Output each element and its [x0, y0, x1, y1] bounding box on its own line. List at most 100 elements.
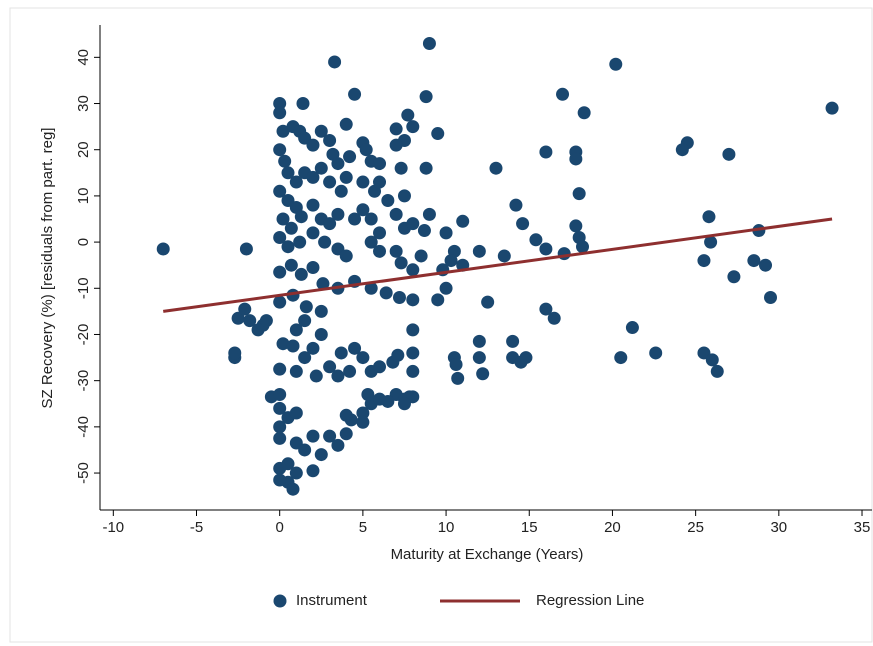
- scatter-point: [406, 346, 420, 360]
- scatter-point: [456, 214, 470, 228]
- scatter-point: [439, 281, 453, 295]
- scatter-point: [364, 212, 378, 226]
- scatter-point: [296, 97, 310, 111]
- scatter-point: [481, 295, 495, 309]
- scatter-point: [710, 364, 724, 378]
- scatter-point: [281, 457, 295, 471]
- scatter-point: [406, 263, 420, 277]
- scatter-point: [576, 240, 589, 254]
- x-tick-label: 20: [604, 519, 621, 536]
- scatter-point: [419, 161, 433, 175]
- x-tick-label: 25: [687, 519, 704, 536]
- scatter-point: [243, 314, 257, 328]
- scatter-point: [497, 249, 511, 263]
- scatter-point: [373, 360, 387, 374]
- scatter-point: [298, 314, 312, 328]
- scatter-point: [286, 339, 300, 353]
- scatter-point: [704, 235, 718, 249]
- scatter-point: [294, 267, 308, 281]
- scatter-point: [348, 87, 362, 101]
- scatter-point: [323, 133, 337, 147]
- scatter-point: [516, 217, 530, 231]
- scatter-point: [334, 184, 348, 198]
- scatter-point: [331, 369, 345, 383]
- scatter-point: [306, 138, 320, 152]
- scatter-point: [759, 258, 773, 272]
- scatter-point: [314, 327, 328, 341]
- scatter-point: [539, 145, 553, 159]
- scatter-point: [577, 106, 591, 120]
- scatter-point: [406, 217, 420, 231]
- scatter-point: [431, 127, 445, 141]
- scatter-point: [406, 323, 420, 337]
- scatter-point: [343, 364, 357, 378]
- scatter-point: [314, 304, 328, 318]
- y-axis-label: SZ Recovery (%) [residuals from part. re…: [39, 128, 56, 409]
- scatter-point: [406, 293, 420, 307]
- scatter-point: [569, 219, 583, 233]
- scatter-point: [334, 346, 348, 360]
- scatter-point: [476, 367, 490, 381]
- scatter-point: [289, 364, 303, 378]
- scatter-point: [519, 351, 533, 365]
- scatter-point: [273, 106, 287, 120]
- scatter-point: [339, 249, 353, 263]
- scatter-point: [394, 161, 408, 175]
- scatter-point: [431, 293, 445, 307]
- legend-marker: [273, 594, 287, 608]
- scatter-point: [276, 124, 290, 138]
- scatter-point: [284, 221, 298, 235]
- scatter-point: [286, 482, 300, 496]
- scatter-point: [339, 117, 353, 131]
- legend-label: Regression Line: [536, 592, 644, 609]
- scatter-point: [509, 198, 523, 212]
- scatter-point: [557, 247, 571, 261]
- scatter-point: [697, 254, 711, 268]
- scatter-point: [356, 175, 370, 189]
- scatter-point: [547, 311, 561, 325]
- scatter-point: [316, 277, 330, 291]
- scatter-point: [449, 358, 463, 371]
- scatter-point: [364, 235, 378, 249]
- scatter-point: [281, 240, 295, 254]
- scatter-point: [306, 170, 320, 184]
- scatter-point: [381, 394, 395, 408]
- scatter-point: [397, 189, 411, 203]
- scatter-point: [539, 302, 553, 316]
- scatter-point: [356, 415, 370, 429]
- scatter-point: [331, 207, 345, 221]
- scatter-point: [472, 244, 486, 258]
- y-tick-label: -30: [75, 370, 92, 392]
- scatter-point: [298, 443, 312, 457]
- scatter-point: [444, 254, 458, 268]
- scatter-point: [278, 154, 292, 168]
- scatter-point: [391, 348, 405, 362]
- scatter-point: [472, 334, 486, 348]
- scatter-point: [747, 254, 761, 268]
- scatter-point: [306, 226, 320, 240]
- scatter-point: [348, 341, 362, 355]
- scatter-point: [348, 212, 362, 226]
- scatter-point: [389, 207, 403, 221]
- scatter-point: [289, 175, 303, 189]
- scatter-point: [238, 302, 252, 316]
- scatter-point: [381, 194, 395, 208]
- y-tick-label: -10: [75, 277, 92, 299]
- scatter-point: [406, 120, 420, 134]
- scatter-point: [339, 408, 353, 422]
- scatter-point: [451, 371, 465, 385]
- x-tick-label: -10: [102, 519, 124, 536]
- scatter-point: [273, 431, 287, 445]
- x-tick-label: 5: [359, 519, 367, 536]
- scatter-point: [414, 249, 428, 263]
- scatter-point: [379, 286, 393, 300]
- scatter-point: [331, 157, 345, 171]
- scatter-point: [705, 353, 719, 367]
- scatter-point: [675, 143, 689, 157]
- scatter-point: [293, 235, 307, 249]
- scatter-point: [318, 235, 332, 249]
- scatter-point: [356, 406, 370, 420]
- chart-frame: [9, 7, 873, 643]
- scatter-point: [825, 101, 839, 115]
- scatter-point: [289, 323, 303, 337]
